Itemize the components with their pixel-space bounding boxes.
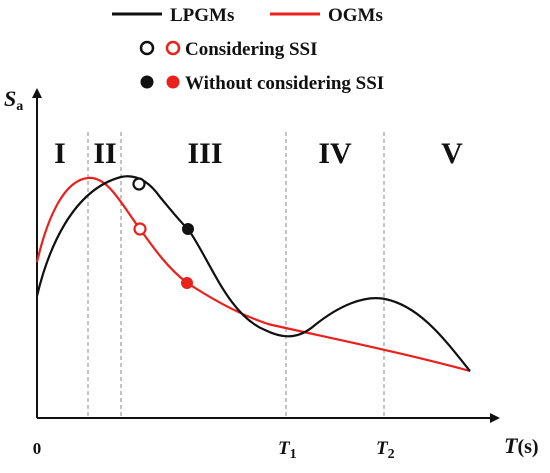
region-label-2: II [93,137,116,170]
y-axis-label: Sa [4,86,23,114]
lpgm-considering-marker [132,177,146,191]
lpgm-curve [35,175,471,372]
legend-considering-label: Considering SSI [185,39,318,60]
x-axis-unit: (s) [517,436,538,458]
region-label-4: IV [318,137,352,170]
legend-considering-black-marker [139,40,155,56]
y-axis-subscript: a [16,99,23,114]
region-labels: I II III IV V [54,137,463,170]
t2-label: T2 [376,438,395,462]
legend-ogm-label: OGMs [328,5,383,26]
region-dividers [87,132,385,418]
legend-lpgm-label: LPGMs [170,5,234,26]
x-axis-label: T(s) [504,433,539,458]
origin-label: 0 [33,439,42,458]
region-label-5: V [441,137,463,170]
region-label-3: III [187,137,222,170]
region-label-1: I [54,137,66,170]
legend-without-label: Without considering SSI [185,73,384,94]
ogm-curve [35,176,471,373]
t2-symbol: T [376,438,389,459]
t1-label: T1 [278,438,297,462]
t1-subscript: 1 [290,447,297,462]
x-axis-symbol: T [504,433,519,458]
legend: LPGMs OGMs Considering SSI Without consi… [112,5,384,94]
legend-considering-red-marker [165,40,181,56]
t2-subscript: 2 [388,447,395,462]
axes [32,88,500,423]
ogm-without-marker [181,277,193,289]
lpgm-without-marker [182,223,194,235]
y-axis-symbol: S [4,86,16,111]
ogm-considering-marker [133,222,147,236]
t1-symbol: T [278,438,291,459]
legend-without-black-marker [140,75,154,89]
legend-without-red-marker [166,75,180,89]
